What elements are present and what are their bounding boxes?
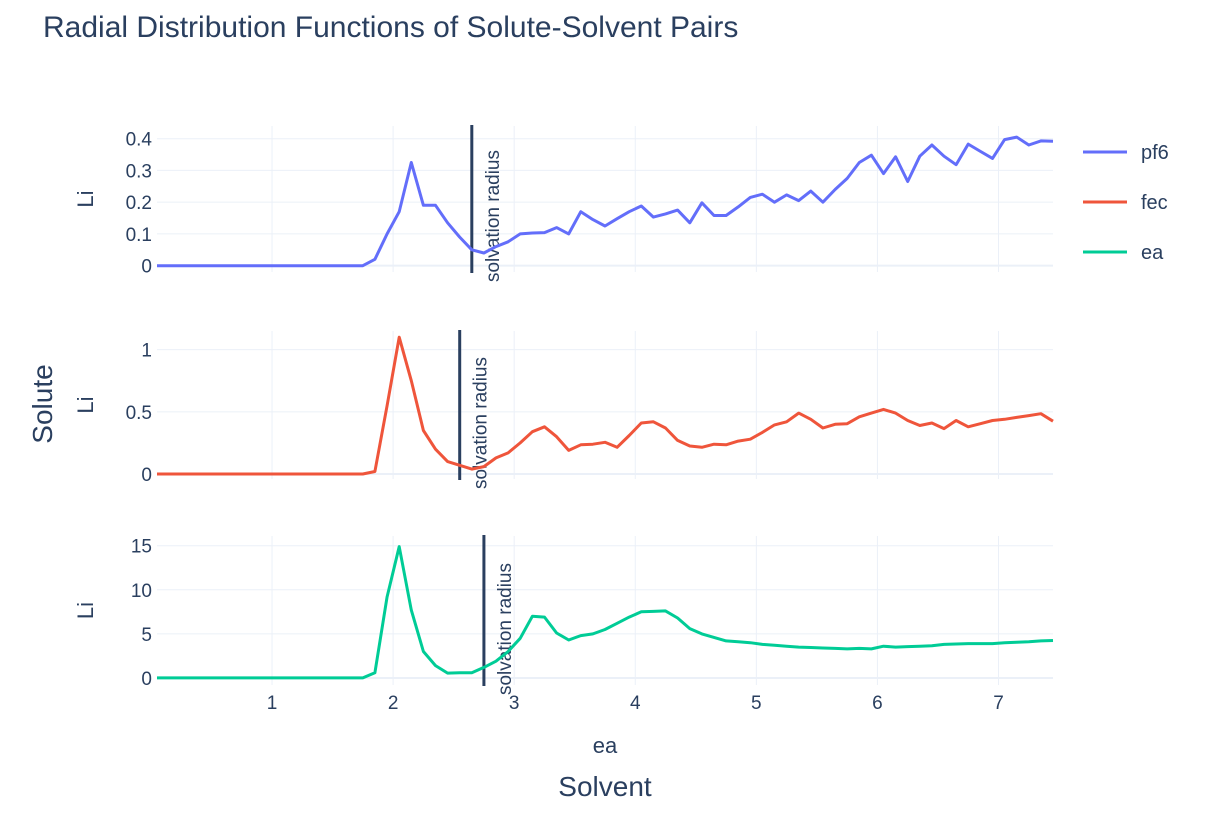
subplot-ea: 0 5 10 15 Li solvation radius 1 2 3 4 5 6 7 ea — [73, 535, 1054, 758]
y-tick-label: 1 — [141, 341, 152, 362]
x-tick-label: 3 — [509, 693, 520, 714]
y-tick-label: 0 — [141, 257, 152, 278]
y-tick-label: 0.4 — [126, 130, 153, 151]
legend-label: fec — [1141, 192, 1168, 214]
legend-label: ea — [1141, 242, 1164, 264]
y-tick-label: 0 — [141, 669, 152, 690]
y-tick-label: 15 — [131, 537, 152, 558]
y-tick-label: 0.5 — [126, 403, 152, 424]
x-axis-title: Solvent — [558, 771, 652, 802]
series-line-ea[interactable] — [157, 545, 1054, 680]
subplot-fec: 0 0.5 1 Li solvation radius — [73, 330, 1054, 489]
series-line-fec[interactable] — [157, 335, 1054, 476]
x-tick-label: 4 — [630, 693, 641, 714]
chart-title: Radial Distribution Functions of Solute-… — [43, 11, 738, 44]
y-tick-label: 0.2 — [126, 193, 152, 214]
legend-item-pf6[interactable]: pf6 — [1083, 142, 1169, 164]
y-tick-label: 10 — [131, 581, 152, 602]
solvation-radius-label: solvation radius — [495, 563, 516, 695]
subplot-grid: 0 0.1 0.2 0.3 0.4 Li solvation radius 0 0.5 1 Li so… — [73, 125, 1054, 758]
y-tick-label: 0 — [141, 465, 152, 486]
solvation-radius-label: solvation radius — [483, 150, 504, 282]
subplot-pf6: 0 0.1 0.2 0.3 0.4 Li solvation radius — [73, 125, 1054, 282]
x-tick-label: 2 — [388, 693, 399, 714]
x-subtitle: ea — [593, 733, 618, 758]
x-tick-label: 6 — [872, 693, 883, 714]
solvation-radius-label: solvation radius — [471, 357, 492, 489]
row-label: Li — [73, 396, 98, 413]
row-label: Li — [73, 602, 98, 619]
x-tick-label: 7 — [993, 693, 1004, 714]
x-tick-label: 1 — [267, 693, 278, 714]
series-line-pf6[interactable] — [157, 135, 1054, 268]
legend[interactable]: pf6 fec ea — [1083, 142, 1169, 264]
legend-item-ea[interactable]: ea — [1083, 242, 1164, 264]
y-tick-label: 0.3 — [126, 161, 152, 182]
row-label: Li — [73, 190, 98, 207]
x-tick-label: 5 — [751, 693, 762, 714]
legend-item-fec[interactable]: fec — [1083, 192, 1168, 214]
legend-label: pf6 — [1141, 142, 1169, 164]
y-tick-label: 0.1 — [126, 225, 152, 246]
y-tick-label: 5 — [141, 625, 152, 646]
y-axis-title: Solute — [27, 364, 58, 443]
